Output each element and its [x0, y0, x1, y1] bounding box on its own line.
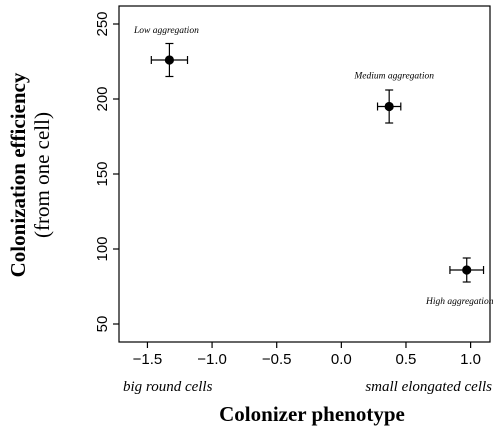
x-tick-label: −0.5 — [262, 351, 292, 368]
x-tick-label: −1.5 — [133, 351, 163, 368]
data-points: Low aggregation Medium aggregation High ag… — [133, 26, 494, 307]
plot-axes — [118, 5, 491, 343]
plot-frame — [118, 5, 491, 343]
point-annotation: Medium aggregation — [353, 72, 434, 82]
x-tick-label: 0.5 — [396, 351, 417, 368]
y-tick-label: 150 — [94, 161, 111, 186]
y-tick-label: 50 — [94, 316, 111, 333]
point-annotation: Low aggregation — [133, 26, 199, 36]
point-annotation: High aggregation — [425, 297, 494, 307]
x-axis-left-note: big round cells — [123, 379, 213, 395]
data-point — [164, 55, 175, 65]
y-axis-label: Colonization efficiency — [6, 72, 30, 277]
y-tick-label: 200 — [94, 86, 111, 111]
x-axis-ticks: −1.5 −1.0 −0.5 0.0 0.5 1.0 — [133, 342, 481, 368]
x-tick-label: −1.0 — [197, 351, 227, 368]
x-axis-label: Colonizer phenotype — [219, 402, 405, 426]
x-tick-label: 0.0 — [331, 351, 352, 368]
y-tick-label: 100 — [94, 236, 111, 261]
y-axis-sublabel: (from one cell) — [30, 112, 54, 238]
data-point — [384, 101, 394, 112]
data-point — [462, 265, 472, 275]
x-tick-label: 1.0 — [460, 351, 481, 368]
y-tick-label: 250 — [94, 11, 111, 36]
y-axis-ticks: 50 100 150 200 250 — [94, 11, 119, 332]
x-axis-right-note: small elongated cells — [365, 379, 492, 395]
